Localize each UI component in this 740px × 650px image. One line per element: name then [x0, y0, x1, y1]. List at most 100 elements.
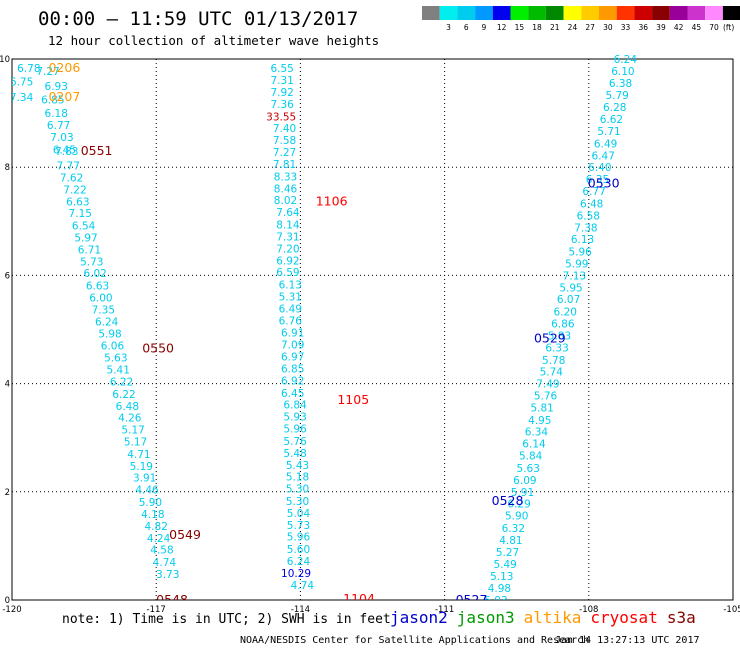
wave-height-value: 7.09: [281, 340, 304, 352]
legend-swatch: [422, 6, 440, 20]
wave-height-value: 4.98: [488, 583, 511, 595]
wave-height-value: 7.81: [273, 159, 296, 171]
legend-label: 27: [585, 23, 595, 32]
legend-label: 33: [621, 23, 631, 32]
wave-height-value: 5.71: [597, 126, 620, 138]
wave-height-value: 5.84: [519, 451, 543, 463]
pass-number-label: 0550: [142, 340, 174, 355]
wave-height-value: 7.20: [276, 243, 299, 255]
wave-height-value: 5.79: [605, 90, 628, 102]
wave-height-value: 5.96: [287, 532, 311, 544]
wave-height-value: 5.96: [283, 424, 307, 436]
wave-height-value: 4.26: [118, 413, 142, 425]
legend-label: 39: [656, 23, 666, 32]
wave-height-value: 5.95: [559, 282, 582, 294]
wave-height-value: 6.00: [89, 293, 112, 305]
legend-label: 3: [446, 23, 451, 32]
wave-height-value: 6.92: [276, 255, 299, 267]
wave-height-value: 6.71: [78, 244, 101, 256]
y-tick-label: 8: [5, 163, 10, 173]
wave-height-value: 5.78: [542, 355, 565, 367]
wave-height-value: 6.13: [571, 234, 594, 246]
legend-swatch: [722, 6, 740, 20]
wave-height-value: 3.73: [156, 569, 179, 581]
wave-height-value: 7.03: [50, 132, 73, 144]
pass-number-label: 0551: [81, 143, 113, 158]
map-frame: [11, 58, 734, 601]
credit-text: NOAA/NESDIS Center for Satellite Applica…: [240, 635, 590, 646]
legend-swatch: [528, 6, 546, 20]
wave-height-value: 5.99: [565, 258, 588, 270]
figure-title: 00:00 – 11:59 UTC 01/13/2017: [38, 8, 359, 30]
wave-height-value: 6.22: [112, 389, 135, 401]
wave-height-value: 5.90: [139, 497, 162, 509]
wave-height-value: 7.58: [273, 135, 296, 147]
map-grid: -120 -117 -114 -111 -108 -105 0 2 4 6 8 10: [0, 55, 740, 615]
wave-height-value: 6.77: [582, 186, 605, 198]
wave-height-value: 6.47: [592, 150, 615, 162]
y-tick-label: 2: [5, 488, 10, 498]
wave-height-value: 5.30: [286, 496, 309, 508]
wave-height-value: 5.17: [121, 425, 144, 437]
wave-height-value: 7.38: [574, 222, 597, 234]
wave-height-value: 6.76: [279, 315, 303, 327]
wave-height-value: 6.38: [609, 78, 632, 90]
wave-height-value: 6.29: [507, 499, 530, 511]
wave-height-value: 7.15: [69, 208, 92, 220]
pass-number-label: 0549: [169, 527, 201, 542]
wave-height-value: 4.24: [147, 533, 171, 545]
wave-height-value: 8.33: [274, 171, 297, 183]
wave-height-value: 5.74: [540, 367, 564, 379]
satellite-name-cryosat: cryosat: [590, 608, 658, 627]
legend-swatch: [563, 6, 582, 20]
x-tick-label: -120: [2, 605, 21, 615]
wave-height-value: 6.28: [603, 102, 626, 114]
legend-swatch: [581, 6, 599, 20]
y-tick-label: 6: [5, 271, 10, 281]
satellite-track: 6.787.276.75 6.93 7.34 6.856.186.777.036.45…: [10, 60, 201, 607]
wave-height-value: 5.63: [517, 463, 540, 475]
wave-height-value: 5.04: [287, 508, 311, 520]
footer-note: note: 1) Time is in UTC; 2) SWH is in fe…: [62, 612, 391, 627]
legend-label: 45: [692, 23, 702, 32]
pass-number-label: 0548: [156, 592, 188, 607]
wave-height-value: 8.02: [274, 195, 297, 207]
legend-label: 21: [550, 23, 560, 32]
legend-swatch: [599, 6, 617, 20]
wave-height-value: 6.48: [116, 401, 139, 413]
satellite-track: 6.246.106.385.796.286.625.716.496.476.40…: [456, 54, 638, 600]
wave-height-value: 5.43: [286, 460, 309, 472]
x-tick-label: -105: [723, 605, 740, 615]
wave-height-value: 6.24: [614, 54, 638, 66]
satellite-tracks: 6.787.276.75 6.937.34 6.856.186.777.036.45…: [10, 54, 638, 607]
x-tick-label: -111: [435, 605, 454, 615]
wave-height-value: 6.06: [101, 341, 125, 353]
legend-label: 9: [482, 23, 487, 32]
wave-height-value: 5.27: [496, 547, 519, 559]
wave-height-value: 5.30: [286, 484, 309, 496]
wave-height-value: 5.19: [130, 461, 153, 473]
pass-number-label: 0530: [588, 175, 620, 190]
wave-height-value: 5.98: [98, 328, 121, 340]
satellite-track: 6.557.317.927.3633.557.407.587.277.818.3…: [266, 63, 375, 600]
legend-swatch: [616, 6, 635, 20]
wave-height-value: 6.02: [83, 268, 106, 280]
wave-height-value: 6.77: [47, 120, 70, 132]
wave-height-value: 7.92: [270, 87, 293, 99]
legend-swatch: [687, 6, 706, 20]
wave-height-value: 6.84: [283, 400, 307, 412]
wave-height-value: 6.24: [95, 316, 119, 328]
wave-height-value: 7.40: [273, 123, 296, 135]
wave-height-value: 5.81: [530, 402, 553, 414]
wave-height-value: 6.75: [10, 77, 33, 89]
y-tick-label: 10: [0, 55, 10, 65]
wave-height-value: 5.49: [493, 559, 516, 571]
wave-height-value: 6.09: [513, 475, 536, 487]
wave-height-value: 4.74: [291, 580, 315, 592]
pass-number-label: 0206: [48, 60, 80, 75]
wave-height-value: 6.34: [525, 427, 549, 439]
wave-height-value: 5.96: [568, 247, 592, 259]
wave-height-value: 6.92: [281, 375, 304, 387]
wave-height-value: 8.46: [274, 183, 298, 195]
